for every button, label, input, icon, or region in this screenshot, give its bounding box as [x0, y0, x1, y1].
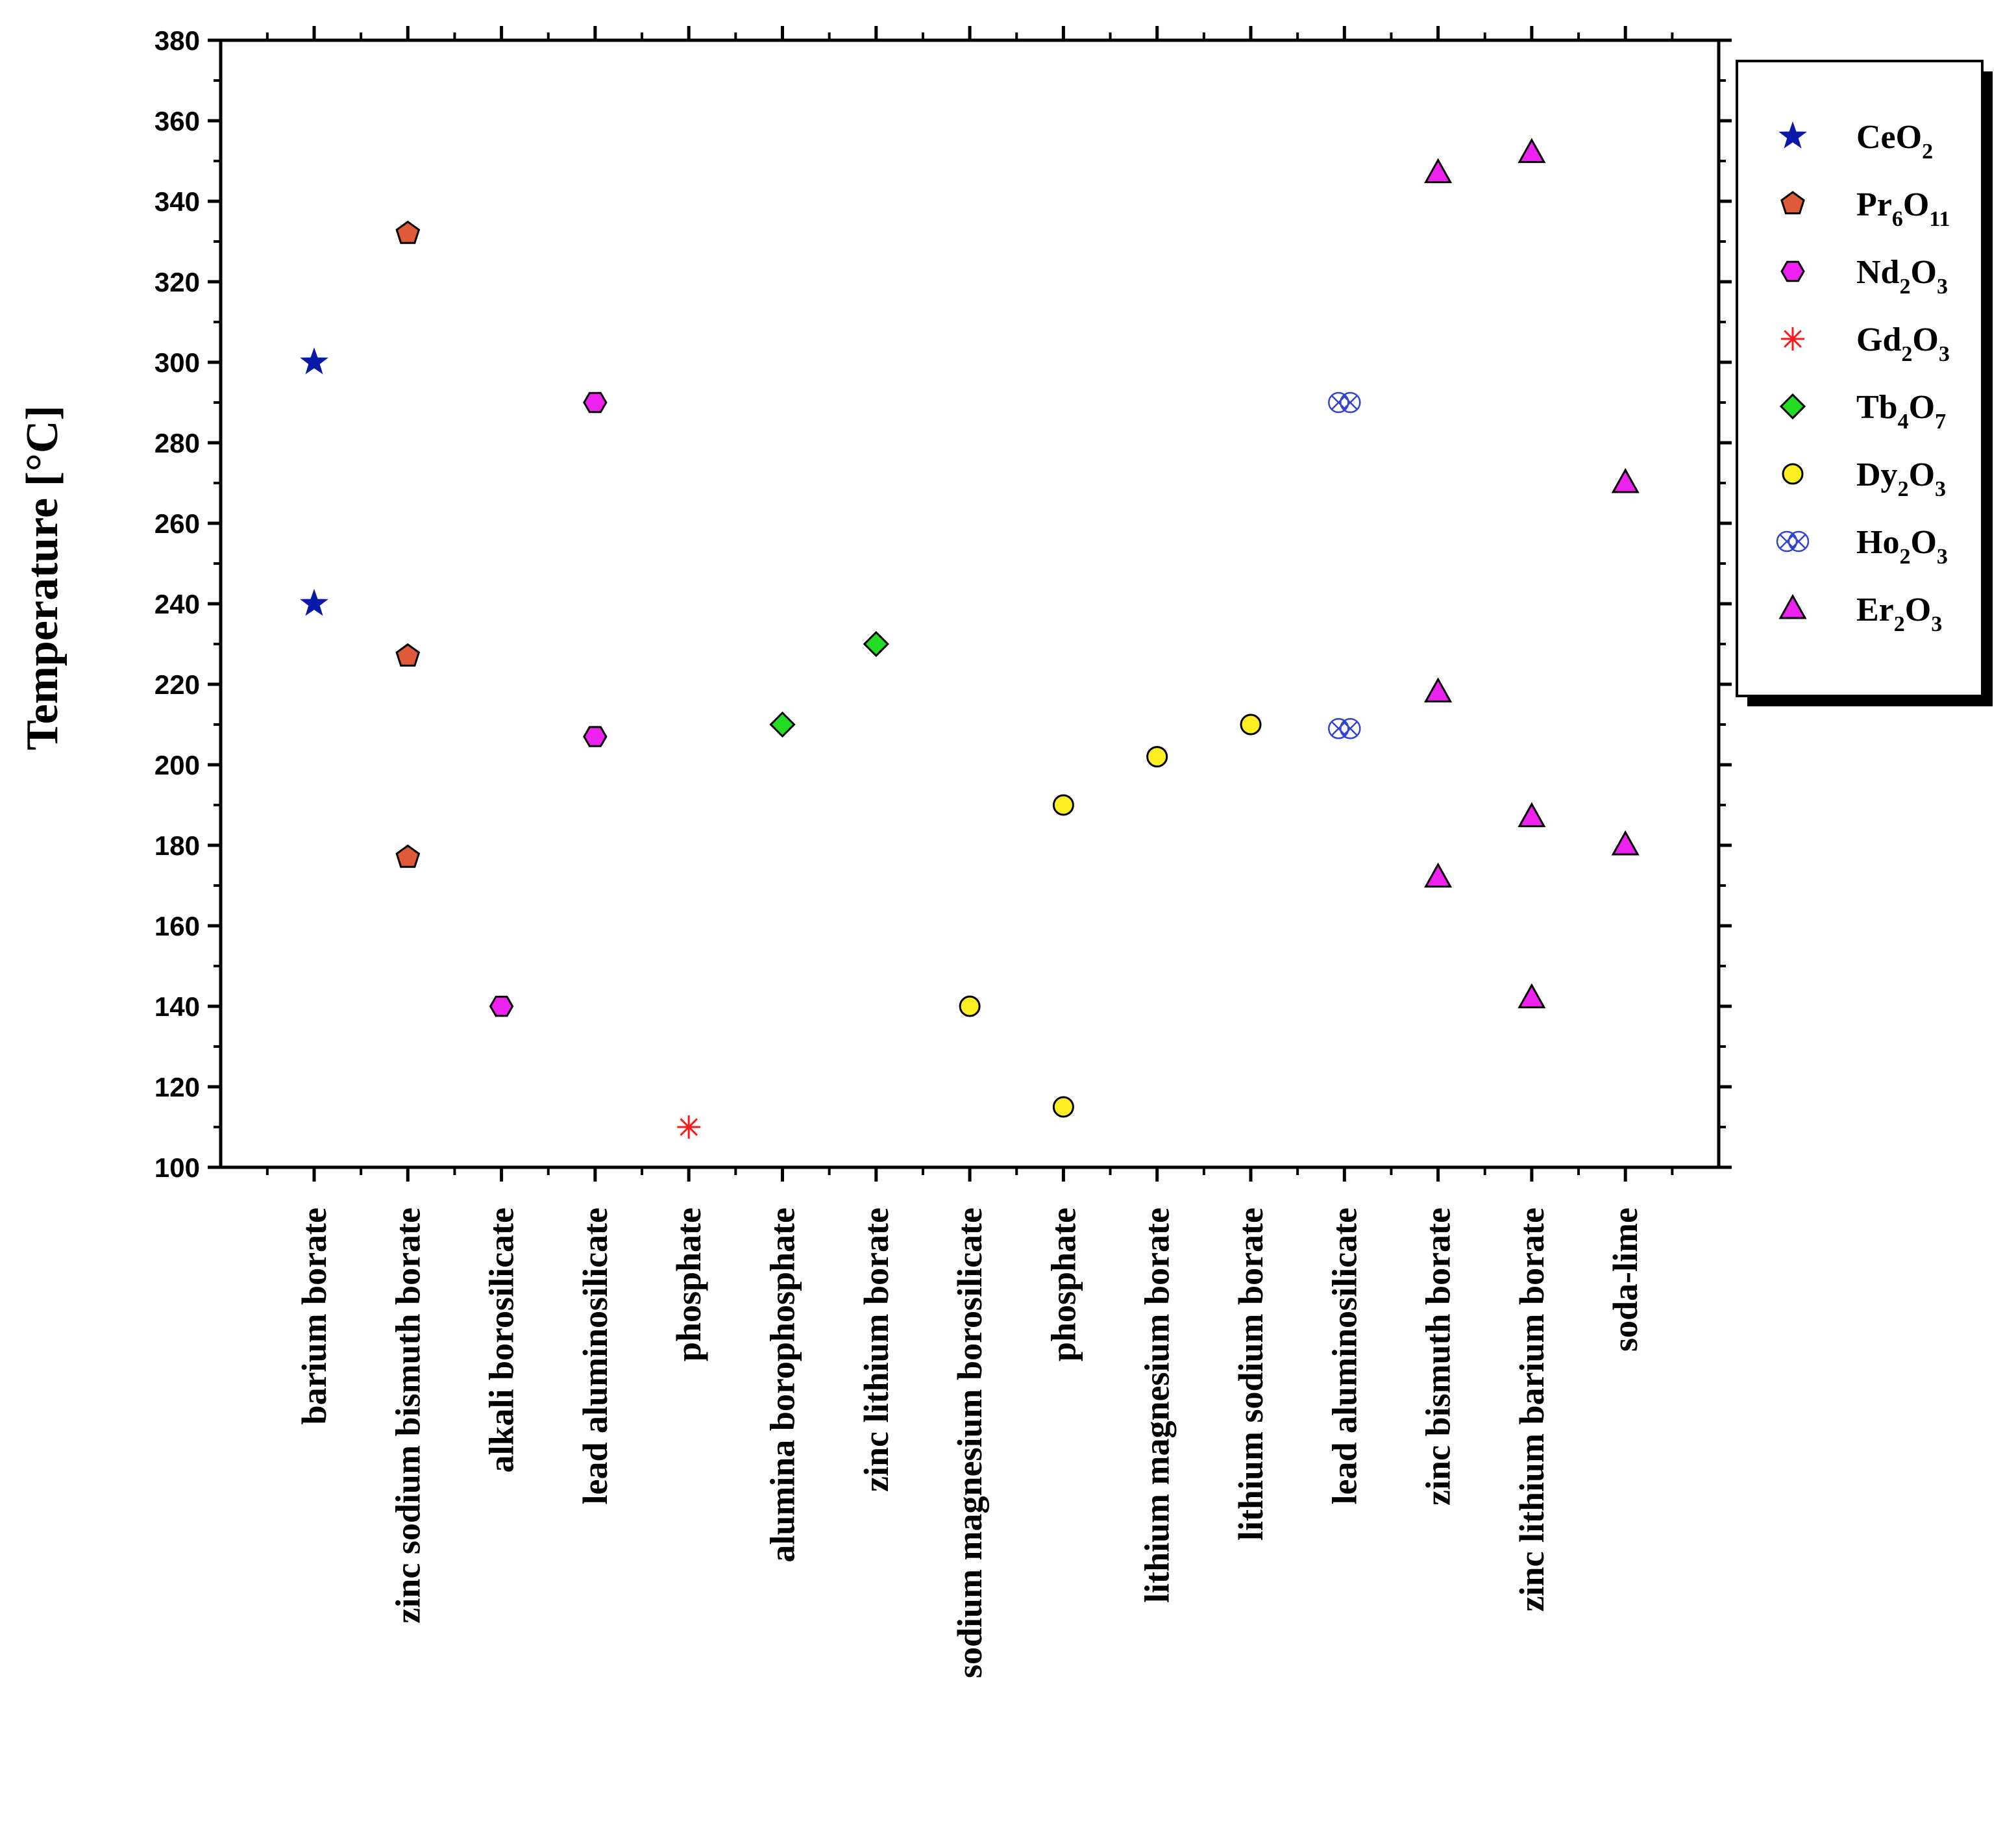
x-category-label: zinc lithium barium borate [1512, 1208, 1551, 1611]
legend-marker-gd2o3 [1781, 327, 1804, 351]
legend-marker-ceo2 [1778, 121, 1807, 149]
data-point-pr6o11 [395, 643, 421, 667]
y-tick-label: 100 [154, 1152, 200, 1183]
legend-marker-dy2o3 [1782, 463, 1804, 485]
x-category-label: lead aluminosilicate [576, 1208, 615, 1505]
legend-label-nd2o3: Nd2O3 [1856, 254, 1948, 299]
legend-box [1736, 60, 1984, 697]
y-tick-label: 180 [154, 830, 200, 861]
data-point-nd2o3 [583, 726, 608, 747]
data-point-ceo2 [300, 347, 328, 375]
legend-marker-pr6o11 [1780, 191, 1805, 215]
y-axis-title: Temperature [°C] [18, 405, 68, 750]
y-tick-label: 380 [154, 25, 200, 56]
legend-label-ho2o3: Ho2O3 [1856, 524, 1948, 569]
data-point-er2o3 [1424, 677, 1453, 702]
y-tick-label: 240 [154, 589, 200, 619]
x-category-label: sodium magnesium borosilicate [950, 1208, 989, 1678]
data-point-ceo2 [300, 588, 328, 616]
x-category-label: phosphate [669, 1208, 708, 1361]
x-axis: barium borate zinc sodium bismuth borate a… [265, 26, 1674, 1678]
data-point-nd2o3 [583, 391, 608, 414]
legend: CeO2 Pr6O11 Nd2O3 Gd2O3 Tb4O7 Dy2O3 Ho2O3 Er2O3 [1736, 60, 1993, 706]
x-category-label: soda-lime [1606, 1208, 1645, 1352]
x-category-label: alkali borosilicate [482, 1208, 521, 1473]
legend-marker-nd2o3 [1780, 260, 1805, 282]
x-category-label: zinc lithium borate [857, 1208, 896, 1492]
data-point-tb4o7 [769, 711, 796, 738]
data-point-dy2o3 [959, 995, 981, 1017]
data-point-dy2o3 [1146, 746, 1168, 768]
data-point-ho2o3 [1328, 391, 1361, 414]
data-point-er2o3 [1518, 983, 1546, 1009]
y-tick-label: 280 [154, 428, 200, 458]
data-point-dy2o3 [1052, 794, 1074, 816]
data-point-er2o3 [1611, 830, 1640, 856]
legend-marker-ho2o3 [1776, 530, 1810, 552]
data-point-pr6o11 [395, 844, 421, 868]
x-category-label: zinc bismuth borate [1419, 1208, 1458, 1506]
legend-marker-tb4o7 [1779, 393, 1806, 420]
y-tick-label: 360 [154, 106, 200, 136]
legend-label-pr6o11: Pr6O11 [1856, 186, 1950, 231]
x-category-label: barium borate [295, 1208, 334, 1424]
x-category-label: lithium magnesium borate [1138, 1208, 1177, 1603]
y-tick-label: 320 [154, 267, 200, 297]
data-point-er2o3 [1611, 467, 1640, 493]
data-point-er2o3 [1518, 138, 1546, 164]
legend-label-tb4o7: Tb4O7 [1856, 389, 1946, 434]
data-point-dy2o3 [1240, 713, 1262, 736]
data-point-tb4o7 [863, 630, 889, 658]
y-tick-label: 300 [154, 347, 200, 378]
data-point-dy2o3 [1052, 1096, 1074, 1118]
legend-label-er2o3: Er2O3 [1856, 591, 1942, 636]
x-category-label: alumina borophosphate [763, 1208, 802, 1563]
data-point-gd2o3 [677, 1115, 701, 1139]
data-points [300, 138, 1640, 1139]
y-axis: 100 120 140 160 180 200 220 240 260 280 300 320 340 3… [154, 25, 1732, 1183]
y-tick-label: 220 [154, 669, 200, 700]
data-point-ho2o3 [1328, 717, 1361, 739]
data-point-er2o3 [1424, 862, 1453, 888]
y-tick-label: 340 [154, 186, 200, 217]
data-point-pr6o11 [395, 220, 421, 244]
x-category-label: lead aluminosilicate [1325, 1208, 1364, 1505]
y-tick-label: 200 [154, 750, 200, 780]
data-point-nd2o3 [489, 995, 514, 1017]
data-point-er2o3 [1518, 802, 1546, 828]
data-point-er2o3 [1424, 158, 1453, 184]
x-category-label: lithium sodium borate [1231, 1208, 1270, 1541]
legend-marker-er2o3 [1778, 593, 1807, 619]
y-tick-label: 160 [154, 911, 200, 941]
y-tick-label: 260 [154, 508, 200, 539]
y-tick-label: 140 [154, 991, 200, 1022]
x-category-label: zinc sodium bismuth borate [388, 1208, 427, 1624]
legend-label-gd2o3: Gd2O3 [1856, 321, 1950, 366]
legend-label-dy2o3: Dy2O3 [1856, 456, 1946, 501]
x-category-label: phosphate [1044, 1208, 1083, 1361]
legend-label-ceo2: CeO2 [1856, 119, 1933, 164]
y-tick-label: 120 [154, 1072, 200, 1102]
